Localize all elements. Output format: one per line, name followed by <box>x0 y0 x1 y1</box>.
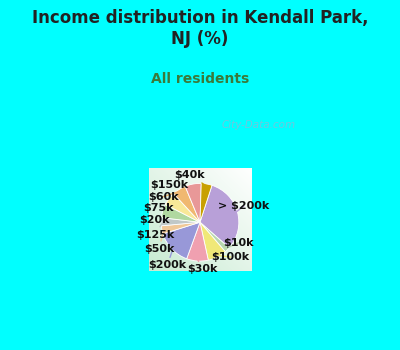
Wedge shape <box>161 218 200 226</box>
Text: $50k: $50k <box>144 230 174 254</box>
Text: $125k: $125k <box>136 222 174 239</box>
Text: $60k: $60k <box>148 191 180 202</box>
Wedge shape <box>187 222 208 261</box>
Wedge shape <box>166 194 200 222</box>
Wedge shape <box>200 185 239 248</box>
Wedge shape <box>163 222 200 259</box>
Text: City-Data.com: City-Data.com <box>222 120 296 130</box>
Wedge shape <box>161 222 200 234</box>
Wedge shape <box>174 186 200 222</box>
Wedge shape <box>200 222 229 252</box>
Wedge shape <box>185 183 201 222</box>
Text: $100k: $100k <box>212 252 250 262</box>
Wedge shape <box>200 183 212 222</box>
Text: $30k: $30k <box>187 259 217 274</box>
Text: $75k: $75k <box>143 200 173 213</box>
Text: $150k: $150k <box>150 181 193 190</box>
Text: $10k: $10k <box>224 238 254 248</box>
Text: $40k: $40k <box>174 170 206 186</box>
Text: $200k: $200k <box>148 248 186 270</box>
Text: > $200k: > $200k <box>218 201 270 212</box>
Text: $20k: $20k <box>139 211 169 225</box>
Wedge shape <box>200 222 225 260</box>
Text: Income distribution in Kendall Park,
NJ (%): Income distribution in Kendall Park, NJ … <box>32 9 368 48</box>
Wedge shape <box>162 204 200 222</box>
Text: All residents: All residents <box>151 72 249 86</box>
